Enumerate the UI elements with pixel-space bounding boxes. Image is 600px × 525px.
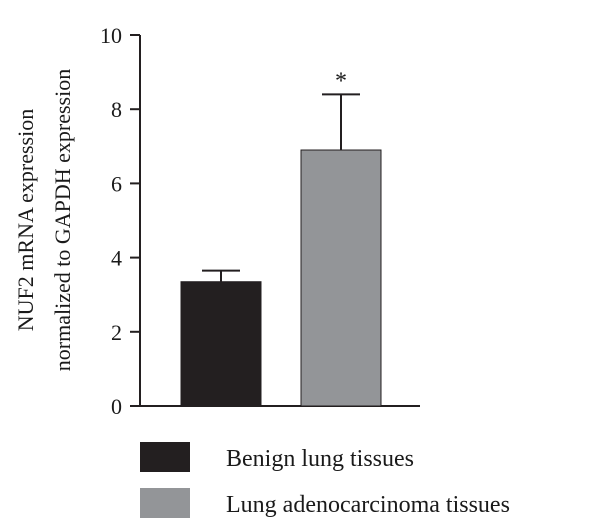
y-axis-label-line-1: NUF2 mRNA expression xyxy=(13,109,38,331)
legend-label-adenocarcinoma: Lung adenocarcinoma tissues xyxy=(226,492,510,518)
y-ticks: 0 2 4 6 8 10 xyxy=(100,23,140,419)
bar-1 xyxy=(300,149,382,407)
y-tick-label: 0 xyxy=(111,394,122,419)
y-tick-label: 10 xyxy=(100,23,122,48)
bars: * xyxy=(180,68,382,407)
legend-swatch-adenocarcinoma xyxy=(140,488,190,518)
y-tick-label: 4 xyxy=(111,246,122,271)
y-tick-label: 2 xyxy=(111,320,122,345)
y-tick-label: 8 xyxy=(111,97,122,122)
bar-0 xyxy=(180,281,262,407)
significance-marker: * xyxy=(335,68,347,94)
legend-swatch-benign xyxy=(140,442,190,472)
y-axis-label-line-2: normalized to GAPDH expression xyxy=(50,69,75,371)
y-tick-label: 6 xyxy=(111,171,122,196)
legend-label-benign: Benign lung tissues xyxy=(226,446,414,472)
